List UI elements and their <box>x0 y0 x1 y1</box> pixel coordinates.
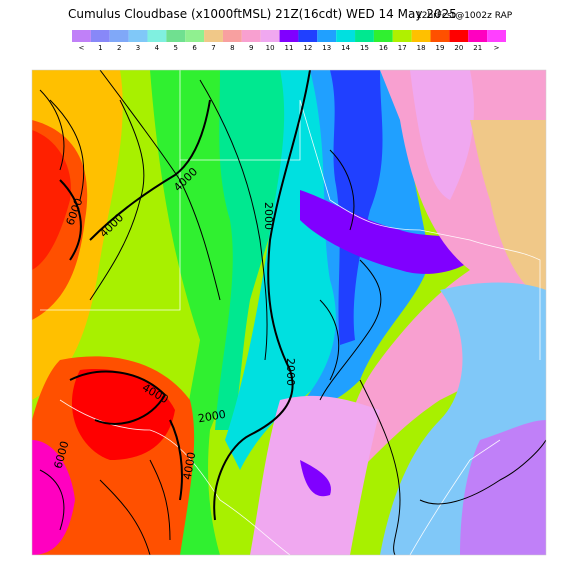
colorbar-label: 11 <box>285 44 294 52</box>
colorbar-label: 1 <box>98 44 102 52</box>
colorbar-label: 21 <box>473 44 482 52</box>
colorbar-cell <box>147 30 167 42</box>
map-frame <box>31 69 547 556</box>
colorbar-label: 20 <box>454 44 463 52</box>
contour-line <box>99 70 268 361</box>
coastline <box>409 439 501 555</box>
contour-bold <box>59 99 211 261</box>
colorbar-cell <box>468 30 488 42</box>
colorbar-cell <box>430 30 450 42</box>
field-lightmagenta <box>410 70 474 200</box>
field-cyan <box>225 70 350 470</box>
field-red-south <box>71 369 175 460</box>
contour-line <box>39 89 145 301</box>
colorbar-label: > <box>494 44 500 52</box>
colorbar-label: 16 <box>379 44 388 52</box>
field-magenta <box>32 440 75 555</box>
colorbar-label: 17 <box>398 44 407 52</box>
colorbar-label: 2 <box>117 44 121 52</box>
run-info: 12hrFcst@1002z RAP <box>416 11 513 21</box>
colorbar-label: 6 <box>192 44 197 52</box>
colorbar-cell <box>185 30 205 42</box>
colorbar-label: 18 <box>417 44 426 52</box>
title: Cumulus Cloudbase (x1000ftMSL) 21Z(16cdt… <box>68 7 457 21</box>
colorbar-label: 14 <box>341 44 350 52</box>
colorbar-cell <box>260 30 280 42</box>
contour-line <box>359 379 546 555</box>
colorbar-cell <box>109 30 129 42</box>
field-purple <box>300 190 480 274</box>
colorbar-cell <box>90 30 110 42</box>
colorbar-cell <box>128 30 148 42</box>
colorbar-cell <box>317 30 337 42</box>
colorbar-cell <box>336 30 356 42</box>
contour-line <box>39 459 171 555</box>
colorbar-label: 19 <box>435 44 444 52</box>
colorbar-label: 7 <box>211 44 215 52</box>
colorbar-cell <box>241 30 261 42</box>
state-border <box>179 70 541 360</box>
colorbar-label: 3 <box>136 44 140 52</box>
colorbar-label: 10 <box>266 44 275 52</box>
colorbar-cell <box>355 30 374 42</box>
colorbar: <1 2 3 4 5 6 7 8 9 10 11 12 13 14 15 16 17 18 19 20 21 > <box>72 30 506 52</box>
colorbar-cell <box>373 30 393 42</box>
colorbar-label: 8 <box>230 44 234 52</box>
colorbar-cell <box>166 30 186 42</box>
colorbar-cell <box>204 30 223 42</box>
state-border <box>40 160 181 311</box>
contour-label: 4000 <box>181 451 199 481</box>
map <box>32 70 546 555</box>
colorbar-cell <box>279 30 299 42</box>
colorbar-cell <box>487 30 506 42</box>
colorbar-label: 9 <box>249 44 253 52</box>
colorbar-label: 5 <box>174 44 178 52</box>
field-blue <box>330 70 383 345</box>
colorbar-cell <box>72 30 91 42</box>
contour-line <box>319 149 382 401</box>
contour-label: 2000 <box>284 358 297 386</box>
colorbar-label: < <box>78 44 84 52</box>
contour-label: 2000 <box>262 202 275 230</box>
colorbar-label: 12 <box>303 44 312 52</box>
contour-label: 2000 <box>197 408 227 426</box>
colorbar-cell <box>449 30 469 42</box>
colorbar-cell <box>411 30 431 42</box>
contour-bold <box>69 370 183 501</box>
colorbar-label: 13 <box>322 44 331 52</box>
field-purple-small <box>300 460 331 497</box>
colorbar-label: 4 <box>155 44 160 52</box>
colorbar-cell <box>222 30 242 42</box>
colorbar-label: 15 <box>360 44 369 52</box>
contour-bold <box>213 70 311 521</box>
colorbar-cell <box>392 30 412 42</box>
colorbar-cell <box>298 30 318 42</box>
field-lavender <box>460 420 546 555</box>
